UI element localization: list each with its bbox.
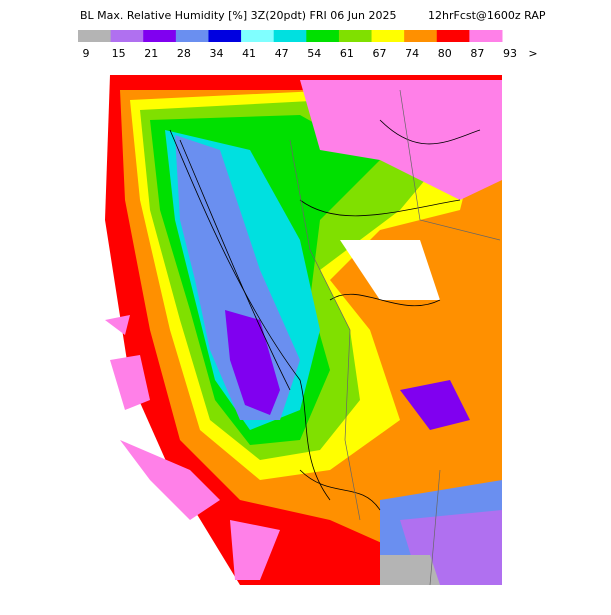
color-swatch — [306, 30, 340, 42]
legend-label: 93 — [503, 47, 517, 60]
legend-label: 54 — [307, 47, 321, 60]
colorbar: 9 15 21 28 34 41 47 54 61 67 74 80 87 93 > — [78, 30, 538, 60]
color-swatch — [143, 30, 177, 42]
legend-label: 47 — [275, 47, 289, 60]
legend-label: 15 — [112, 47, 126, 60]
legend-overflow: > — [528, 47, 537, 60]
legend-label: 80 — [438, 47, 452, 60]
color-swatch — [208, 30, 242, 42]
color-swatch — [78, 30, 112, 42]
color-swatch — [371, 30, 405, 42]
legend-label: 9 — [83, 47, 90, 60]
legend-label: 87 — [470, 47, 484, 60]
legend-label: 28 — [177, 47, 191, 60]
color-swatch — [175, 30, 209, 42]
color-swatch — [241, 30, 275, 42]
legend-label: 34 — [209, 47, 223, 60]
legend-label: 61 — [340, 47, 354, 60]
color-swatch — [110, 30, 144, 42]
color-swatch — [436, 30, 470, 42]
legend-label: 74 — [405, 47, 419, 60]
color-swatch — [404, 30, 438, 42]
legend-label: 41 — [242, 47, 256, 60]
legend-label: 67 — [373, 47, 387, 60]
color-swatch — [338, 30, 373, 42]
humidity-field — [105, 75, 502, 586]
color-swatch — [273, 30, 307, 42]
color-swatch — [469, 30, 503, 42]
legend-label: 21 — [144, 47, 158, 60]
subtitle: 12hrFcst@1600z RAP — [428, 9, 546, 22]
title: BL Max. Relative Humidity [%] 3Z(20pdt) … — [80, 9, 396, 22]
